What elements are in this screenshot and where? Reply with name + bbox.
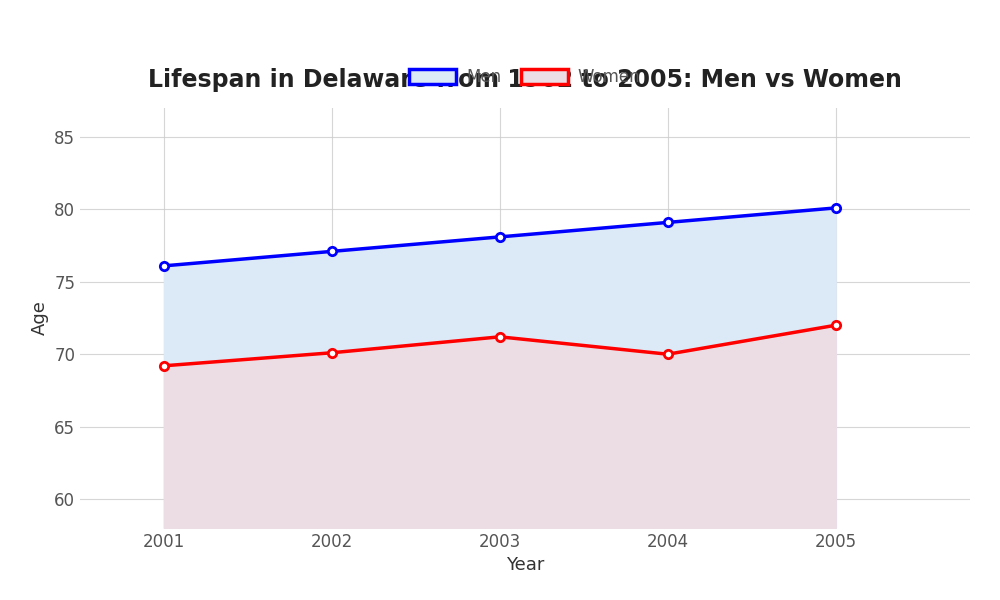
- Women: [158, 362, 170, 370]
- Women: [326, 349, 338, 356]
- X-axis label: Year: Year: [506, 556, 544, 574]
- Title: Lifespan in Delaware from 1962 to 2005: Men vs Women: Lifespan in Delaware from 1962 to 2005: …: [148, 68, 902, 92]
- Men: [326, 248, 338, 255]
- Women: [830, 322, 842, 329]
- Men: [494, 233, 506, 241]
- Women: [494, 333, 506, 340]
- Legend: Men, Women: Men, Women: [403, 62, 647, 93]
- Line: Women: Women: [160, 321, 840, 370]
- Men: [830, 205, 842, 212]
- Line: Men: Men: [160, 204, 840, 270]
- Women: [662, 350, 674, 358]
- Y-axis label: Age: Age: [31, 301, 49, 335]
- Men: [158, 262, 170, 269]
- Men: [662, 219, 674, 226]
